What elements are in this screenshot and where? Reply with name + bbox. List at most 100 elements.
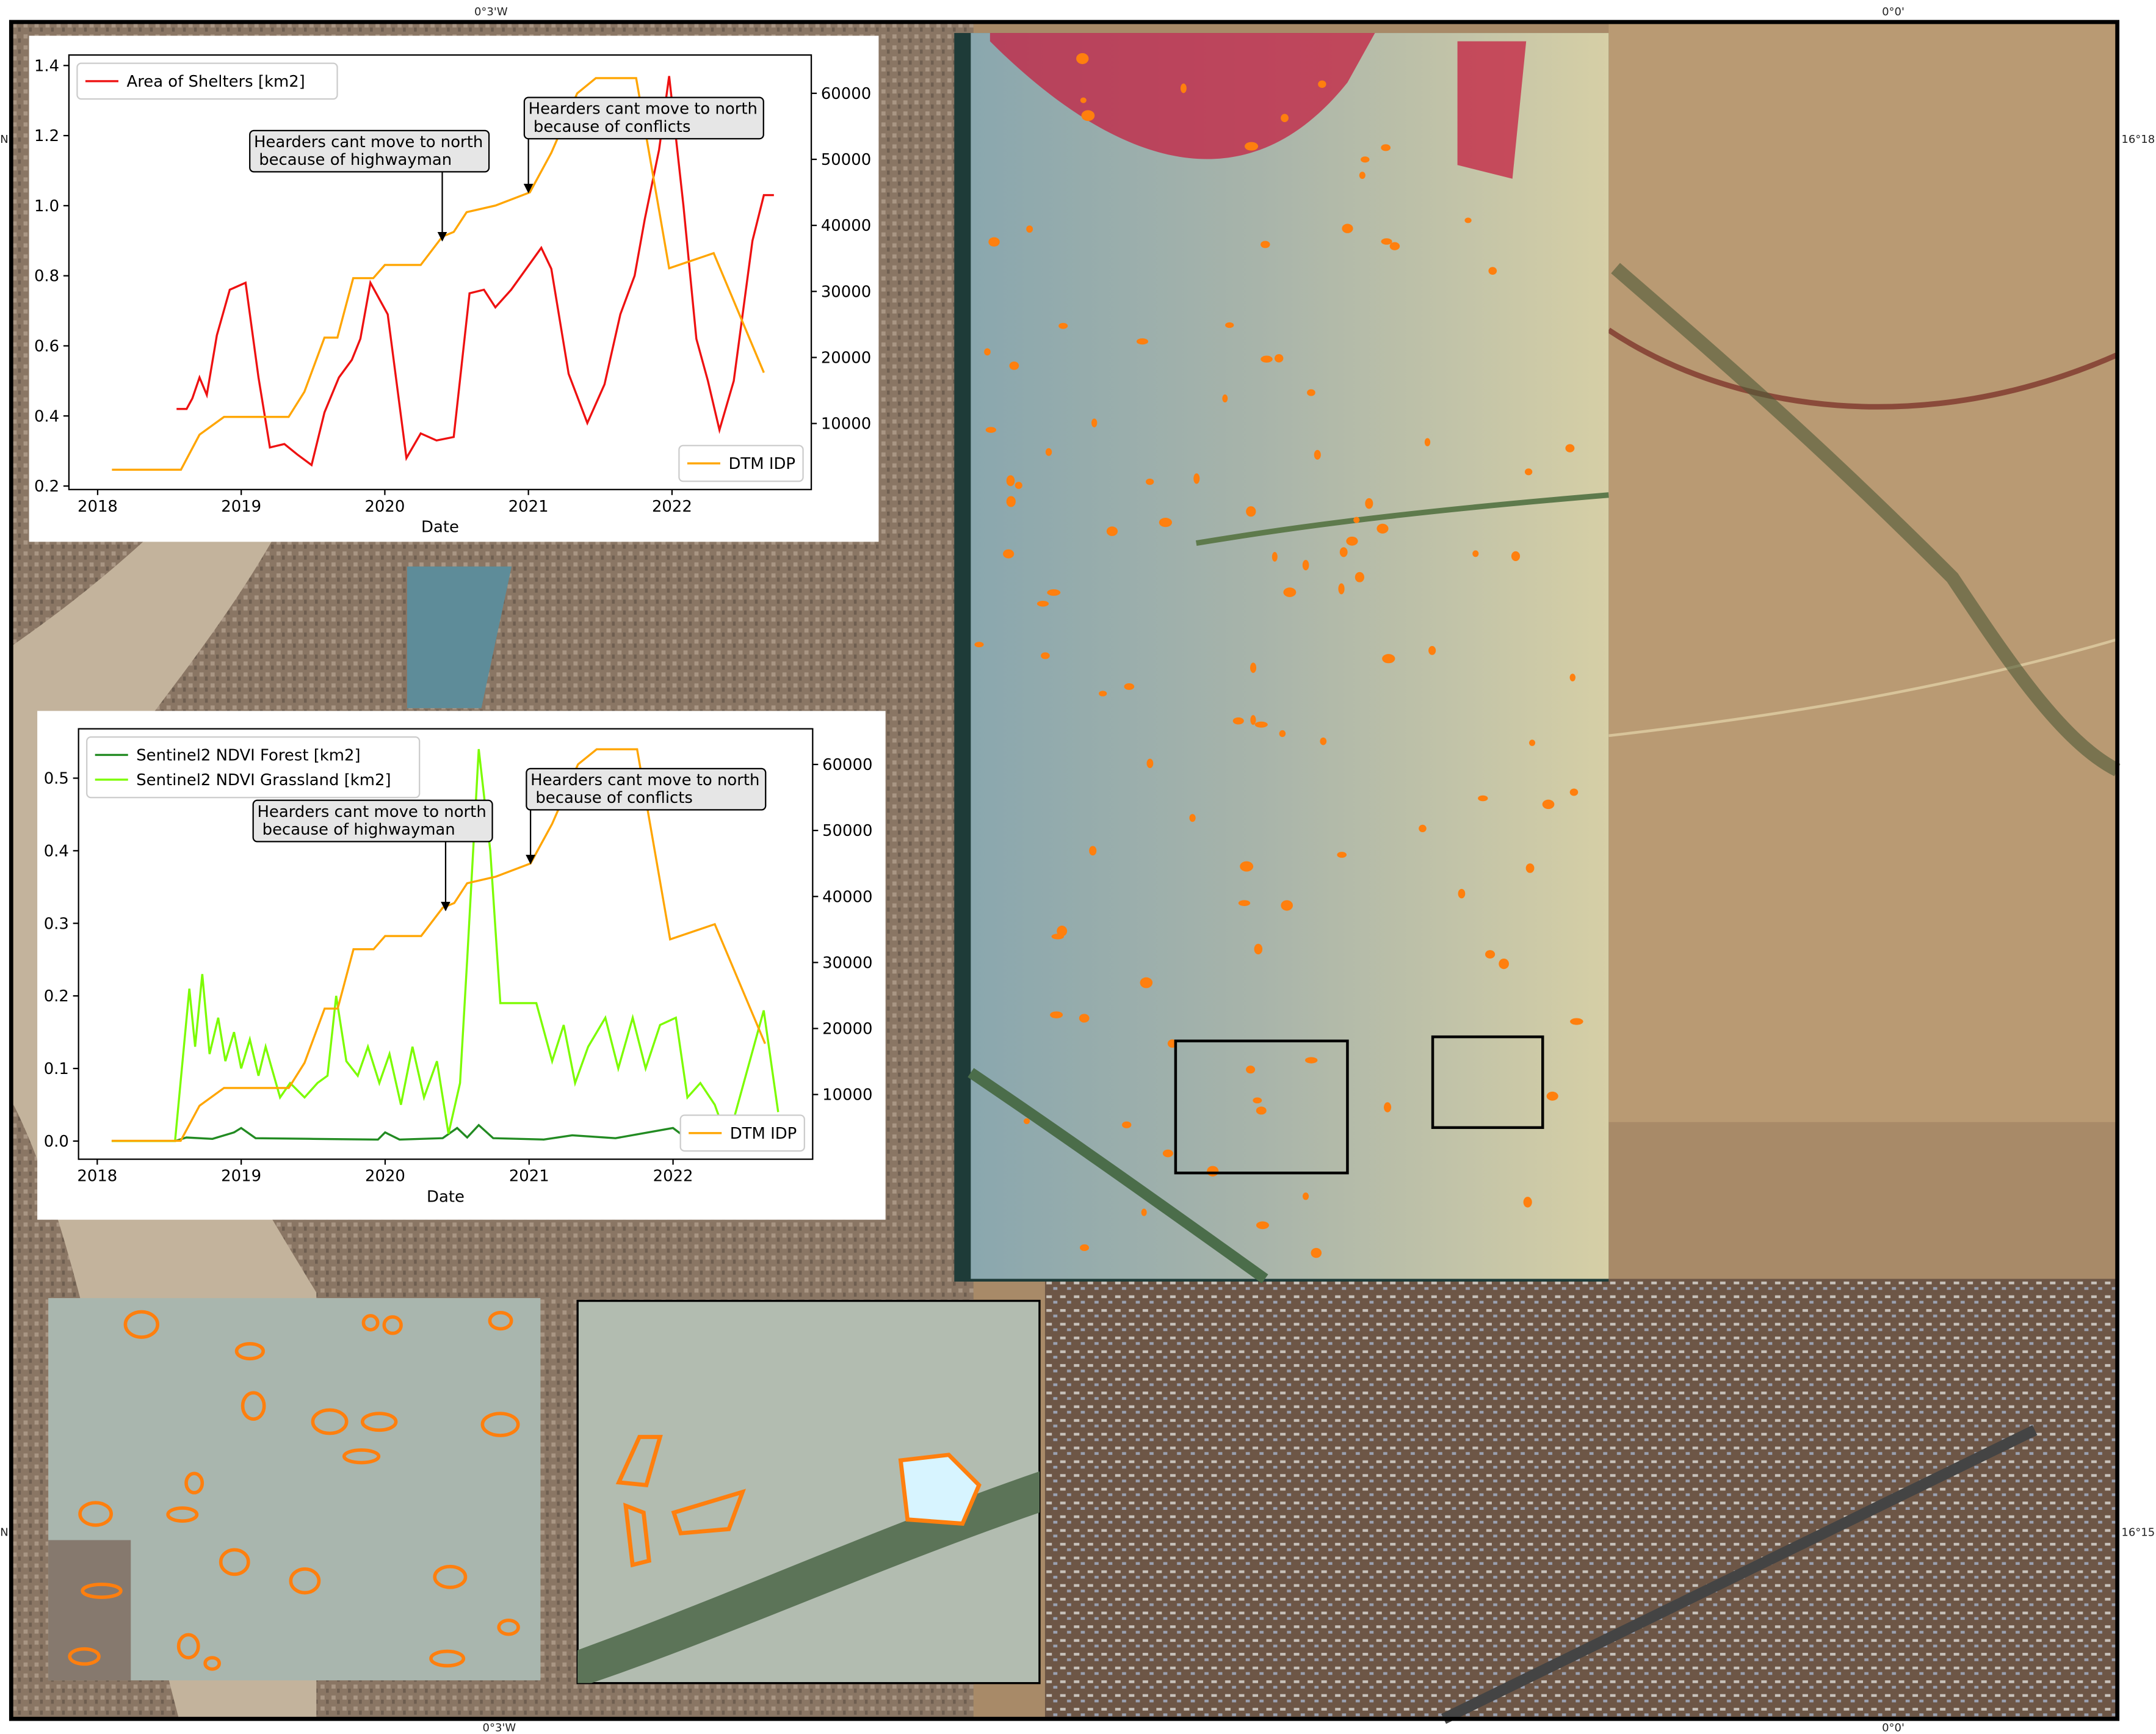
legend-box — [86, 736, 421, 799]
shelter-outline — [1076, 53, 1089, 64]
shelter-outline — [1246, 506, 1256, 517]
legend-label: Sentinel2 NDVI Forest [km2] — [136, 746, 360, 764]
y-tick-label: 0.5 — [44, 770, 69, 788]
shelter-outline — [1565, 444, 1575, 452]
shelter-outline — [1359, 172, 1366, 180]
shelter-outline — [1058, 322, 1068, 329]
coord-label: N — [0, 133, 8, 146]
shelter-outline — [166, 1506, 199, 1523]
legend-box — [76, 62, 338, 100]
shelter-outline — [1189, 814, 1196, 822]
shelter-outline — [1254, 721, 1268, 728]
shelter-outline — [241, 1391, 266, 1421]
zoom-inset — [576, 1299, 1041, 1685]
shelter-outline — [433, 1564, 468, 1589]
shelter-outline — [1302, 1192, 1309, 1200]
shelter-outline — [1528, 739, 1536, 746]
series-line — [112, 77, 765, 471]
shelter-outline — [1180, 83, 1187, 93]
shelter-outline — [1339, 547, 1348, 557]
shelter-outline — [1089, 846, 1097, 856]
plot-frame — [78, 728, 814, 1160]
shelter-outline — [1342, 223, 1353, 233]
coord-label: 0°3'W — [474, 5, 508, 18]
shelter-outline — [1307, 389, 1315, 396]
x-axis-label: Date — [427, 1188, 465, 1206]
shelter-outline — [219, 1548, 250, 1576]
map-coordinates: 0°3'W 0°0' 16°18' 16°15' N N 0°3'W 0°0' — [0, 5, 2156, 1734]
shelter-outline — [1281, 900, 1293, 911]
shelter-outline — [1256, 1106, 1267, 1115]
shelter-outline — [1464, 217, 1472, 223]
shelter-outline — [1381, 238, 1392, 245]
shelter-outline — [1256, 1221, 1269, 1230]
shelter-outline — [1261, 241, 1270, 248]
annotation-text: because of conflicts — [530, 789, 693, 807]
shelter-outline — [1080, 97, 1087, 103]
shelter-outline — [898, 1453, 982, 1526]
shelter-outline — [1250, 715, 1256, 725]
coord-label: N — [0, 1526, 8, 1539]
shelter-outline — [480, 1412, 520, 1437]
shelter-outline — [1428, 646, 1436, 655]
shelter-outline — [1003, 549, 1015, 559]
shelter-outline — [361, 1314, 380, 1332]
shelter-outline — [1050, 1011, 1063, 1018]
x-tick-label: 2018 — [78, 498, 118, 516]
shelter-outline — [1304, 1057, 1318, 1064]
y2-tick-label: 20000 — [822, 1020, 872, 1039]
shelter-outline — [1346, 536, 1358, 546]
false-color-image — [954, 33, 1609, 1283]
shelter-outline — [1338, 583, 1345, 595]
shelter-outline — [1318, 80, 1326, 88]
annotation-text: Hearders cant move to north — [254, 133, 483, 151]
shelter-outline — [1080, 1244, 1090, 1252]
shelter-outline — [1523, 1197, 1532, 1208]
legend-box — [679, 1114, 805, 1152]
image — [971, 33, 1609, 1279]
y-tick-label: 1.0 — [34, 197, 59, 216]
legend-label: DTM IDP — [730, 1125, 797, 1143]
shelter-outline — [1525, 863, 1535, 873]
shelter-outline — [1081, 110, 1095, 122]
shelter-outline — [1106, 526, 1118, 536]
shelter-outline — [1261, 355, 1273, 363]
shelter-outline — [1302, 560, 1309, 571]
inset-wadi — [577, 1471, 1040, 1683]
shelter-outline — [78, 1501, 113, 1527]
shelter-outline — [1240, 861, 1254, 872]
shelter-outline — [497, 1618, 520, 1636]
vegetation — [1611, 263, 2121, 777]
shelter-outline — [1542, 799, 1555, 810]
shelter-outline — [1159, 518, 1173, 528]
shelter-outline — [1026, 225, 1033, 233]
shelter-outline — [1458, 888, 1466, 899]
shelter-outline — [1569, 673, 1576, 681]
shelter-outline — [1009, 361, 1019, 370]
shelter-outline — [1222, 394, 1228, 403]
shelter-outline — [1569, 788, 1579, 796]
vegetation-red — [989, 33, 1375, 159]
shelter-outline — [1272, 552, 1278, 562]
shelter-outline — [1041, 652, 1050, 659]
shelter-outline — [1146, 478, 1154, 485]
shelter-outline — [311, 1408, 349, 1435]
water — [407, 566, 512, 708]
shelter-outline — [1006, 475, 1015, 487]
shelter-outline — [1047, 589, 1061, 596]
coord-label: 0°0' — [1882, 5, 1905, 18]
legend-label: Area of Shelters [km2] — [126, 73, 305, 91]
shelter-outline — [203, 1656, 222, 1671]
shelter-outline — [1511, 551, 1521, 561]
y2-tick-label: 30000 — [822, 954, 872, 972]
series-line — [176, 76, 774, 467]
desert — [1608, 22, 2118, 1122]
shelter-outline — [1253, 1097, 1262, 1104]
x-tick-label: 2021 — [509, 1167, 549, 1186]
y2-tick-label: 30000 — [821, 283, 871, 301]
shelter-outline — [1376, 523, 1389, 534]
annotation-text: because of conflicts — [529, 118, 691, 136]
y-tick-label: 1.2 — [34, 127, 59, 145]
shelter-outline — [1006, 496, 1016, 507]
